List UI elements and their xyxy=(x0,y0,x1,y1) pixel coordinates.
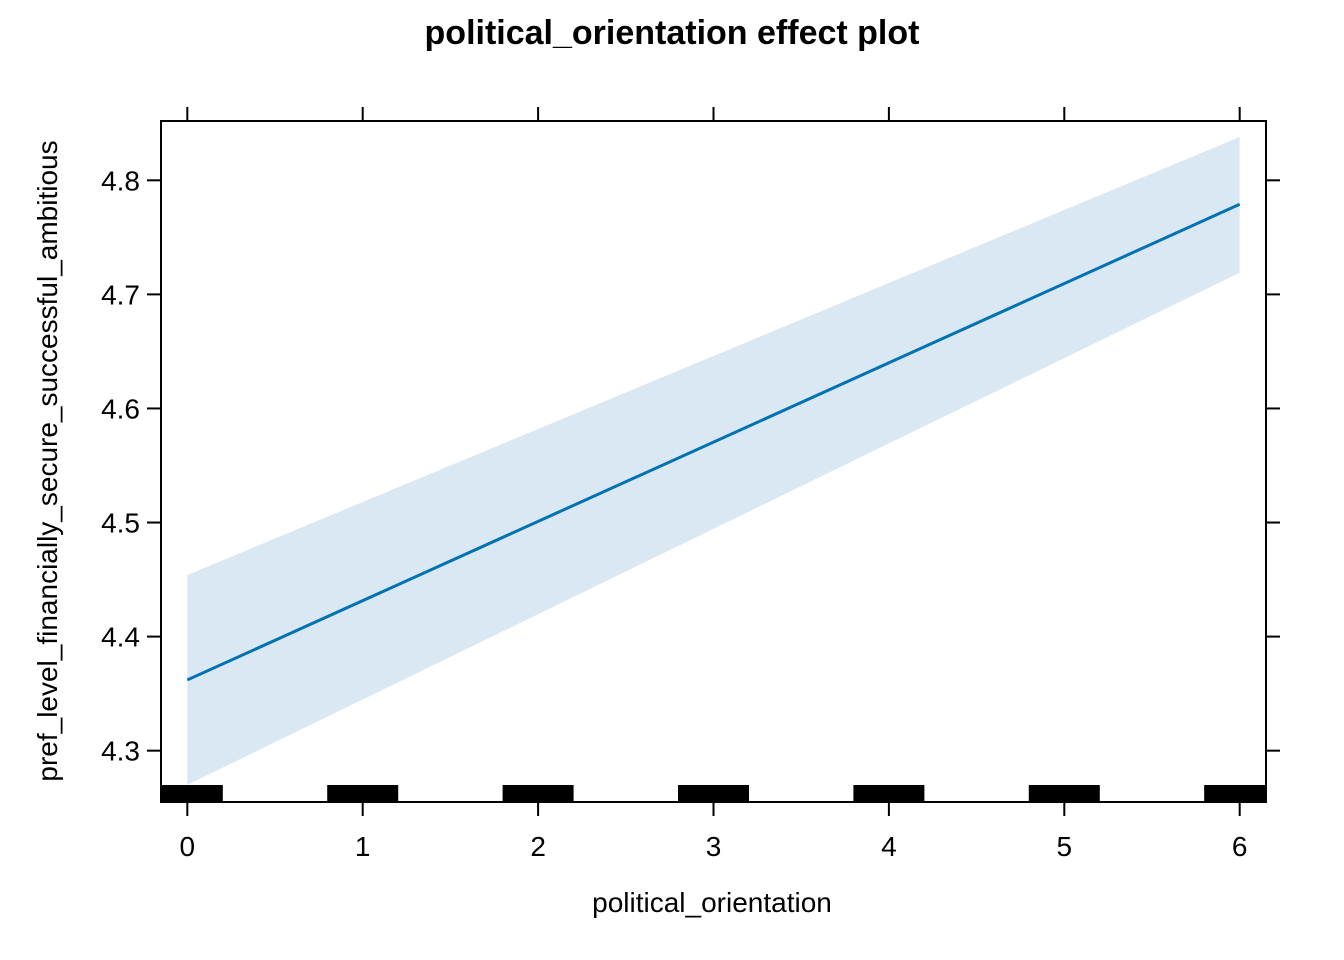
chart-title: political_orientation effect plot xyxy=(425,14,920,52)
rug-mark-6 xyxy=(1204,785,1266,802)
effect-line xyxy=(186,202,1241,682)
x-tick-label-0: 0 xyxy=(180,831,196,862)
rug-mark-5 xyxy=(1028,785,1100,802)
x-tick-label-1: 1 xyxy=(355,831,371,862)
y-axis-label: pref_level_financially_secure_successful… xyxy=(32,140,63,781)
x-tick-label-3: 3 xyxy=(706,831,722,862)
x-axis-label: political_orientation xyxy=(592,887,832,918)
x-tick-label-2: 2 xyxy=(530,831,546,862)
y-tick-label-2: 4.5 xyxy=(101,508,140,539)
rug-mark-3 xyxy=(678,785,749,802)
rug-mark-2 xyxy=(502,785,574,802)
x-tick-label-4: 4 xyxy=(881,831,897,862)
y-tick-label-0: 4.3 xyxy=(101,736,140,767)
rug-mark-0 xyxy=(161,785,223,802)
y-tick-label-4: 4.7 xyxy=(101,279,140,310)
plot-area: 0 1 2 3 4 5 6 4.3 4.4 4.5 4.6 4.7 4.8 xyxy=(101,107,1280,862)
x-tick-label-5: 5 xyxy=(1057,831,1073,862)
y-tick-label-1: 4.4 xyxy=(101,622,140,653)
rug-mark-1 xyxy=(327,785,399,802)
confidence-band xyxy=(187,136,1240,785)
y-tick-label-3: 4.6 xyxy=(101,393,140,424)
y-tick-label-5: 4.8 xyxy=(101,165,140,196)
rug-mark-4 xyxy=(853,785,925,802)
x-tick-label-6: 6 xyxy=(1232,831,1248,862)
